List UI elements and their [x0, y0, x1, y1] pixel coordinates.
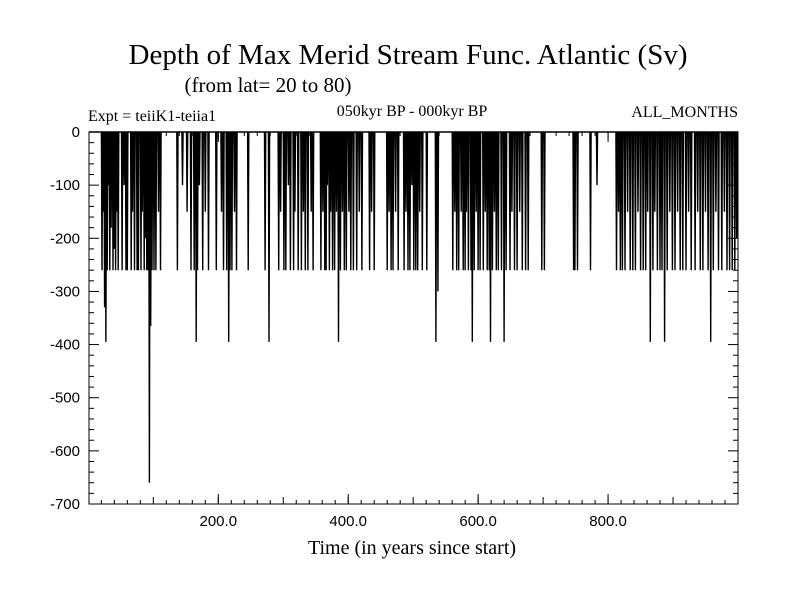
- experiment-label: Expt = teiiK1-teiia1: [88, 108, 216, 125]
- y-tick-label: -400: [50, 337, 80, 354]
- x-tick-label: 400.0: [329, 513, 367, 530]
- x-axis-label: Time (in years since start): [308, 537, 516, 559]
- x-tick-label: 600.0: [459, 513, 497, 530]
- x-tick-label: 200.0: [200, 513, 238, 530]
- chart-title: Depth of Max Merid Stream Func. Atlantic…: [129, 39, 688, 71]
- y-tick-label: -200: [50, 230, 80, 247]
- x-tick-label: 800.0: [589, 513, 627, 530]
- months-label: ALL_MONTHS: [631, 104, 738, 121]
- plot-area: [89, 131, 738, 483]
- chart-subtitle: (from lat= 20 to 80): [185, 73, 352, 97]
- series-line: [89, 131, 738, 483]
- y-tick-label: -600: [50, 443, 80, 460]
- y-tick-label: -100: [50, 177, 80, 194]
- axes: 200.0 400.0 600.0 800.0 0 -100 -200 -300 -400 -50…: [50, 124, 739, 530]
- y-tick-label: -300: [50, 283, 80, 300]
- y-tick-label: -500: [50, 390, 80, 407]
- period-label: 050kyr BP - 000kyr BP: [337, 103, 488, 120]
- y-tick-label: 0: [72, 124, 80, 141]
- y-tick-label: -700: [50, 496, 80, 513]
